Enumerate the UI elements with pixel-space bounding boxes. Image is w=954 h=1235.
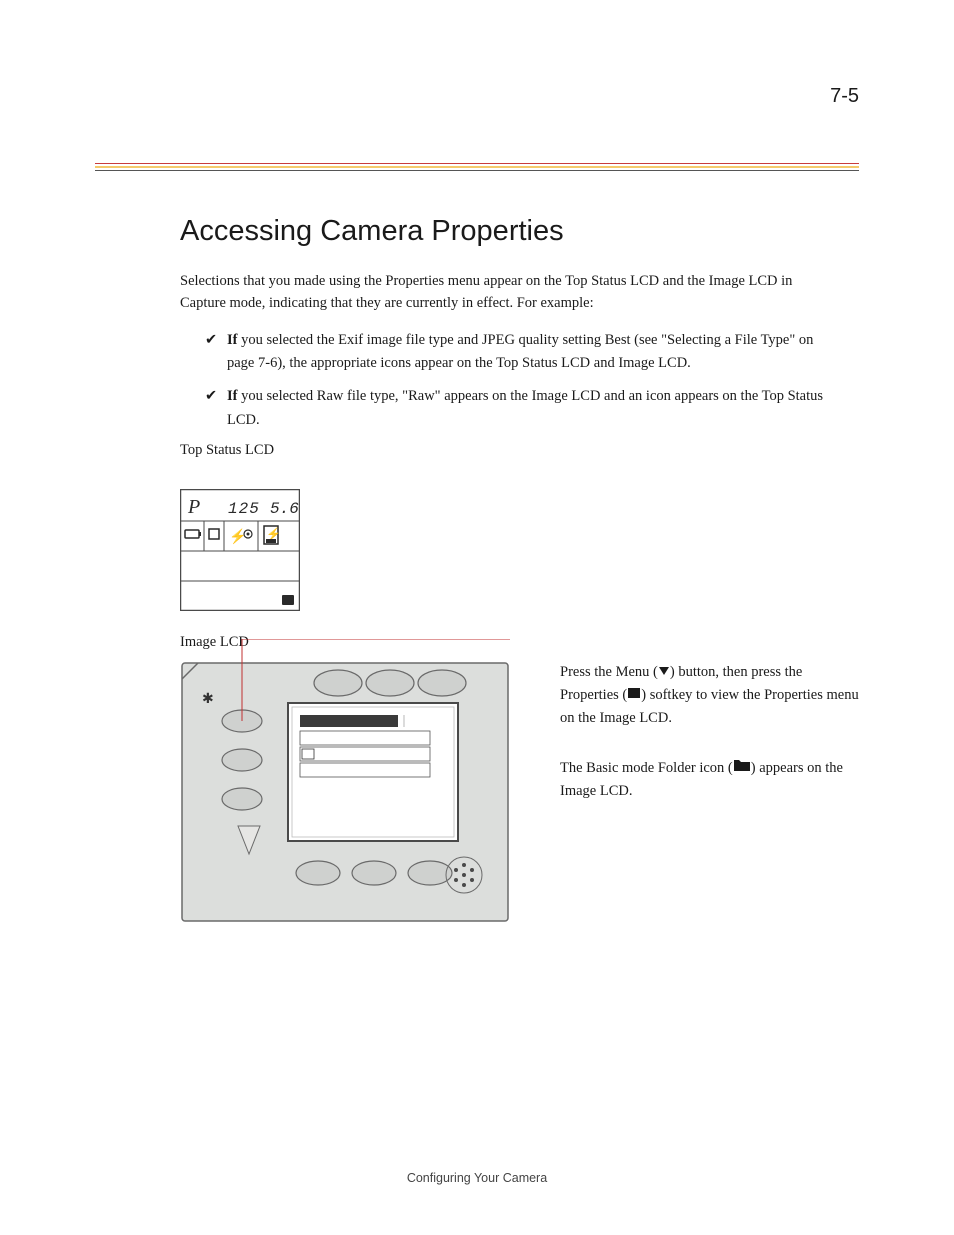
footer-text: Configuring Your Camera	[0, 1171, 954, 1185]
bullet-item: ✔ If you selected the Exif image file ty…	[205, 329, 825, 375]
bullet-item: ✔ If you selected Raw file type, "Raw" a…	[205, 385, 825, 431]
svg-text:✱: ✱	[202, 692, 214, 707]
folder-icon	[733, 757, 751, 779]
lcd-note: The Basic mode Folder icon () appears on…	[560, 757, 859, 802]
back-panel-figure: ✱	[180, 661, 510, 929]
properties-box-icon	[627, 684, 641, 706]
svg-text:5.6: 5.6	[270, 500, 299, 518]
svg-text:⚡: ⚡	[266, 527, 281, 541]
intro-paragraph: Selections that you made using the Prope…	[180, 270, 840, 315]
svg-text:P: P	[187, 496, 200, 518]
check-icon: ✔	[205, 329, 217, 352]
instruction-text: Press the Menu () button, then press the…	[560, 661, 859, 729]
svg-text:⚡: ⚡	[229, 528, 246, 545]
check-icon: ✔	[205, 385, 217, 408]
menu-down-icon	[658, 661, 670, 683]
section-title: Accessing Camera Properties	[180, 215, 859, 248]
page-number: 7-5	[830, 85, 859, 108]
top-lcd-label: Top Status LCD	[180, 442, 859, 459]
svg-text:125: 125	[228, 500, 260, 518]
bullet-list: ✔ If you selected the Exif image file ty…	[205, 329, 825, 432]
header-rule	[95, 163, 859, 171]
top-lcd-figure: P 125 5.6 ⚡ ⚡	[180, 489, 859, 616]
